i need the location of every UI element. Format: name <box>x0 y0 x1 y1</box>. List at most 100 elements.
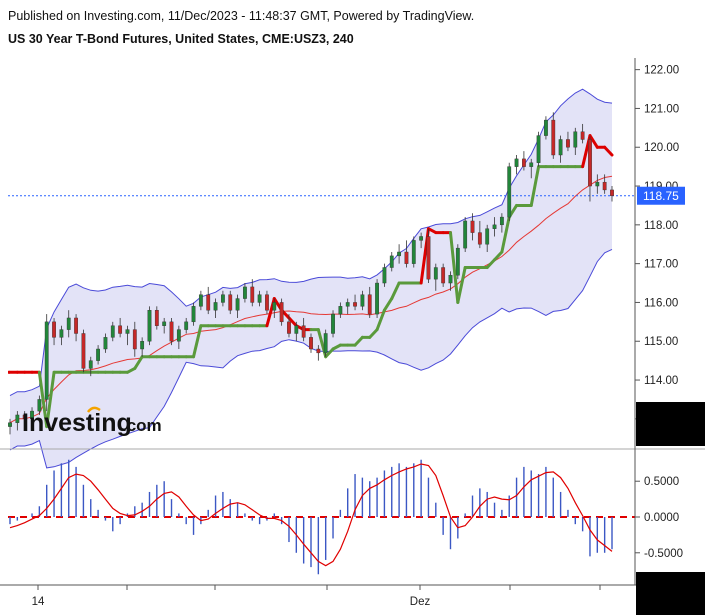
candle-body <box>588 139 592 187</box>
supertrend-segment <box>324 347 335 359</box>
supertrend-segment <box>603 145 614 157</box>
candle-body <box>301 325 306 338</box>
candle-body <box>558 139 563 156</box>
candle-body <box>147 310 152 342</box>
candle-body <box>59 329 64 338</box>
candle-body <box>250 286 255 303</box>
last-price-text: 118.75 <box>643 189 679 203</box>
candle-body <box>375 282 379 315</box>
price-pane[interactable]: Investing .com <box>8 58 635 469</box>
macd-histogram <box>9 459 613 575</box>
candle-body <box>228 294 233 311</box>
supertrend-segment <box>353 335 364 347</box>
candle-body <box>37 399 42 412</box>
candle-body <box>15 414 20 423</box>
candle-body <box>602 181 607 191</box>
candle-body <box>470 220 475 233</box>
candle-body <box>338 306 343 315</box>
candle-body <box>331 313 335 334</box>
candle-body <box>88 360 93 369</box>
candle-body <box>522 158 526 167</box>
price-tick-label: 117.00 <box>644 259 678 271</box>
supertrend-segment <box>448 231 460 304</box>
last-price-bg <box>637 186 685 205</box>
candle-body <box>96 348 100 361</box>
price-tick-label: 121.00 <box>644 103 679 115</box>
macd-tick-label: 0.5000 <box>644 476 679 488</box>
candle-body <box>433 267 438 280</box>
supertrend-segment <box>588 134 599 149</box>
candle-body <box>360 294 365 307</box>
candle-body <box>66 317 71 330</box>
candle-body <box>595 181 600 187</box>
price-tick-label: 118.00 <box>644 220 678 232</box>
candle-body <box>162 321 167 326</box>
axis-block-bottom <box>636 572 705 615</box>
supertrend-segment <box>500 215 511 254</box>
candle-body <box>169 321 174 342</box>
candle-body <box>419 236 424 241</box>
candle-body <box>272 302 277 311</box>
candle-body <box>176 329 181 342</box>
candle-body <box>492 224 497 229</box>
candle-body <box>221 294 225 303</box>
candle-body <box>580 131 585 140</box>
candle-body <box>287 321 291 334</box>
price-tick-label: 115.00 <box>644 336 678 348</box>
candle-body <box>397 251 401 257</box>
symbol-title: US 30 Year T-Bond Futures, United States… <box>8 32 354 46</box>
supertrend-segment <box>45 370 56 429</box>
supertrend-segment <box>493 250 504 262</box>
candle-body <box>22 414 27 420</box>
bollinger-upper <box>9 88 613 397</box>
supertrend-segment <box>287 316 298 328</box>
supertrend-segment <box>37 370 49 429</box>
candle-body <box>206 294 211 311</box>
bollinger-band-fill <box>10 89 612 468</box>
candle-body <box>125 329 130 334</box>
candle-body <box>323 333 328 354</box>
macd-pane[interactable] <box>0 448 705 575</box>
candle-body <box>213 302 218 311</box>
candle-body <box>353 302 357 307</box>
candle-body <box>507 166 512 218</box>
supertrend-segment <box>192 324 203 359</box>
price-y-ticks: 122.00121.00120.00119.00118.00117.00116.… <box>635 65 679 426</box>
candle-body <box>243 286 247 299</box>
candle-body <box>30 410 34 420</box>
axis-block-top <box>636 402 705 446</box>
candle-body <box>463 220 468 249</box>
moving-average-line <box>9 175 613 424</box>
candle-body <box>198 294 203 307</box>
price-tick-label: 114.00 <box>644 375 678 387</box>
candle-body <box>529 162 534 167</box>
macd-tick-label: 0.0000 <box>644 512 679 524</box>
candle-body <box>426 236 431 280</box>
candles <box>8 112 614 435</box>
candle-body <box>44 321 49 400</box>
candle-body <box>455 247 460 276</box>
candle-body <box>235 298 240 311</box>
candle-body <box>477 232 482 245</box>
x-tick-label: 14 <box>32 596 45 608</box>
candle-body <box>132 329 137 350</box>
price-tick-label: 116.00 <box>644 297 678 309</box>
candle-body <box>257 294 262 303</box>
supertrend-segment <box>390 281 401 301</box>
candle-body <box>118 325 123 334</box>
macd-y-ticks: 0.5000 0.0000 -0.5000 <box>635 476 683 560</box>
candle-body <box>74 317 78 334</box>
candle-body <box>448 275 453 284</box>
candle-body <box>573 131 578 148</box>
logo-brand: Investing <box>22 409 132 437</box>
candle-body <box>191 306 196 323</box>
candle-body <box>566 139 570 148</box>
candle-body <box>140 341 145 350</box>
candle-body <box>184 321 189 330</box>
candle-body <box>382 267 387 284</box>
candle-body <box>265 294 269 311</box>
price-tick-label: 120.00 <box>644 142 679 154</box>
supertrend-segment <box>485 258 497 270</box>
macd-signal-line <box>9 463 613 567</box>
